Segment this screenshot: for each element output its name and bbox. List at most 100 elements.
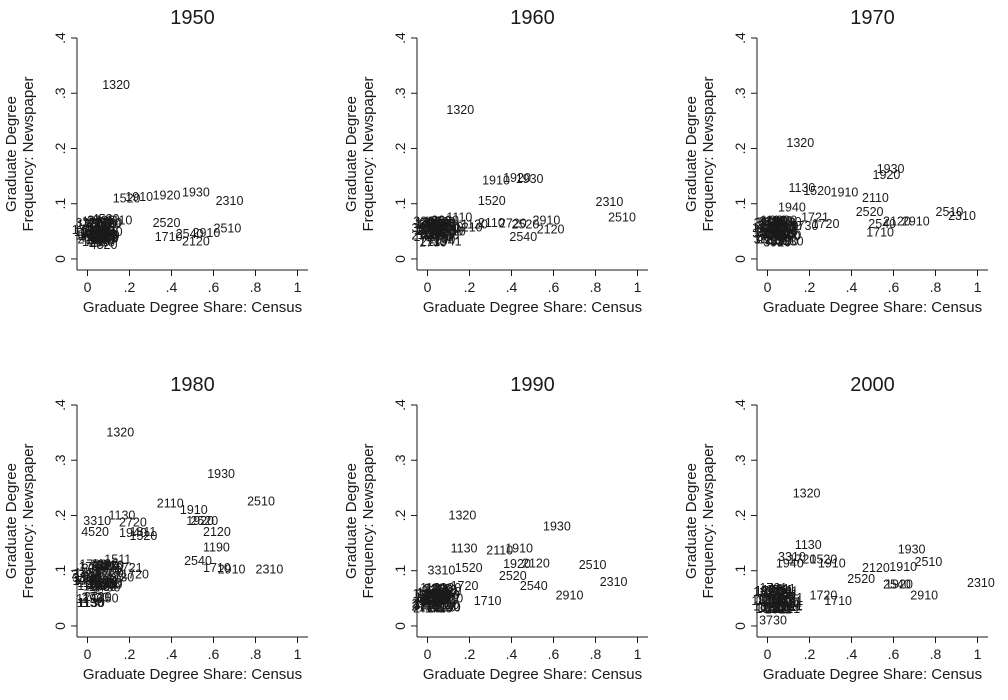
cluster-point-label: 2110 xyxy=(82,562,109,576)
cluster-point-label: 3330 xyxy=(413,215,441,229)
x-tick-label: 1 xyxy=(294,279,302,295)
cluster-point-label: 3330 xyxy=(758,224,786,238)
cluster-point-label: 1720 xyxy=(425,602,453,616)
cluster-point-label: 1190 xyxy=(424,592,451,606)
point-label: 1710 xyxy=(474,594,502,608)
y-tick-label: .4 xyxy=(392,399,408,411)
cluster-point-label: 1190 xyxy=(91,557,118,571)
x-tick-label: 1 xyxy=(294,646,302,662)
y-tick-label: .1 xyxy=(732,565,748,577)
point-label: 1110 xyxy=(106,213,132,227)
cluster-point-label: 2720 xyxy=(82,231,110,245)
cluster-point-label: 2720 xyxy=(428,216,456,230)
y-tick-label: .3 xyxy=(52,87,68,99)
x-tick-label: .2 xyxy=(124,279,136,295)
cluster-point-label: 1190 xyxy=(775,215,802,229)
cluster-point-label: 2110 xyxy=(418,218,445,232)
cluster-point-label: 3330 xyxy=(94,576,122,590)
cluster-point-label: 1130 xyxy=(420,592,447,606)
cluster-point-label: 1750 xyxy=(415,590,443,604)
panel-1950: 1950 0 .2 .4 .6 .8 1 0 .1 .2 .3 .4 Graduate Degree S… xyxy=(3,7,308,316)
cluster-point-label: 1730 xyxy=(413,597,441,611)
cluster-point-label: 1720 xyxy=(84,569,112,583)
cluster-point-label: 1190 xyxy=(761,215,788,229)
y-axis-label: Graduate Degree xyxy=(343,463,360,579)
panel-title: 1950 xyxy=(170,7,215,29)
cluster-point-label: 3330 xyxy=(432,588,460,602)
cluster-point-label: 1190 xyxy=(418,597,445,611)
point-label: 2540 xyxy=(868,217,896,231)
cluster-point-label: 3330 xyxy=(766,228,794,242)
y-tick-label: .2 xyxy=(732,142,748,154)
cluster-point-label: 3330 xyxy=(85,217,113,231)
cluster-point-label: 1721 xyxy=(775,594,803,608)
point-label: 1910 xyxy=(505,542,533,556)
cluster-point-label: 1811 xyxy=(761,592,788,606)
cluster-point-label: 1721 xyxy=(763,586,791,600)
cluster-point-label: 3330 xyxy=(76,216,104,230)
cluster-point-label: 1130 xyxy=(417,218,444,232)
cluster-point-label: 3330 xyxy=(431,228,459,242)
cluster-point-label: 3330 xyxy=(423,588,451,602)
cluster-point-label: 1190 xyxy=(434,601,461,615)
cluster-point-label: 1730 xyxy=(72,223,100,237)
x-tick-label: .4 xyxy=(506,646,518,662)
cluster-point-label: 2720 xyxy=(412,599,440,613)
point-label: 1930 xyxy=(543,520,571,534)
cluster-point-label: 1190 xyxy=(769,222,796,236)
point-label: 1940 xyxy=(119,526,147,540)
point-label: 2720 xyxy=(499,217,527,231)
point-label: 2910 xyxy=(218,563,246,577)
cluster-point-label: 1720 xyxy=(428,227,456,241)
cluster-point-label: 1130 xyxy=(428,220,455,234)
cluster-point-label: 3330 xyxy=(758,219,786,233)
cluster-point-label: 1190 xyxy=(76,592,103,606)
cluster-point-label: 1811 xyxy=(771,584,798,598)
cluster-point-label: 1190 xyxy=(774,229,801,243)
y-tick-label: .2 xyxy=(52,142,68,154)
cluster-point-label: 1730 xyxy=(89,580,117,594)
cluster-point-label: 1720 xyxy=(89,217,117,231)
cluster-point-label: 1750 xyxy=(91,592,119,606)
point-label: 2120 xyxy=(862,561,890,575)
cluster-point-label: 1721 xyxy=(762,593,790,607)
cluster-point-label: 1190 xyxy=(74,225,101,239)
x-tick-label: .4 xyxy=(846,279,858,295)
cluster-point-label: 1811 xyxy=(758,601,785,615)
cluster-point-label: 1750 xyxy=(428,225,456,239)
point-label: 2510 xyxy=(247,495,275,509)
cluster-point-label: 3330 xyxy=(766,228,794,242)
cluster-point-label: 2720 xyxy=(87,213,115,227)
x-tick-label: .8 xyxy=(590,279,602,295)
cluster-point-label: 1750 xyxy=(76,218,104,232)
cluster-point-label: 1750 xyxy=(422,226,450,240)
point-label: 3310 xyxy=(83,514,111,528)
point-label: 1930 xyxy=(516,172,544,186)
y-tick-label: .2 xyxy=(52,509,68,521)
cluster-point-label: 1720 xyxy=(417,592,445,606)
cluster-point-label: 2110 xyxy=(423,582,450,596)
point-label: 2910 xyxy=(533,213,561,227)
cluster-point-label: 2110 xyxy=(430,583,457,597)
cluster-point-label: 1130 xyxy=(88,235,115,249)
point-label: 1730 xyxy=(791,219,819,233)
point-label: 1710 xyxy=(203,561,231,575)
y-axis-label: Graduate Degree xyxy=(683,463,700,579)
x-tick-label: .8 xyxy=(250,279,262,295)
point-label: 1910 xyxy=(831,186,859,200)
cluster-point-label: 1730 xyxy=(425,583,453,597)
cluster-point-label: 2720 xyxy=(81,224,109,238)
cluster-point-label: 2110 xyxy=(88,561,115,575)
panel-1970: 1970 0 .2 .4 .6 .8 1 0 .1 .2 .3 .4 Graduate Degree S… xyxy=(683,7,988,316)
point-label: 1910 xyxy=(125,190,153,204)
x-axis-label: Graduate Degree Share: Census xyxy=(763,666,982,683)
cluster-point-label: 1130 xyxy=(413,587,440,601)
cluster-point-label: 1190 xyxy=(762,226,789,240)
y-tick-label: .1 xyxy=(52,198,68,210)
point-label: 2310 xyxy=(596,195,624,209)
panel-title: 1990 xyxy=(510,374,555,396)
point-label: 2540 xyxy=(184,554,212,568)
panel-title: 1970 xyxy=(850,7,895,29)
cluster-point-label: 3330 xyxy=(757,225,785,239)
point-label: 1920 xyxy=(873,168,901,182)
